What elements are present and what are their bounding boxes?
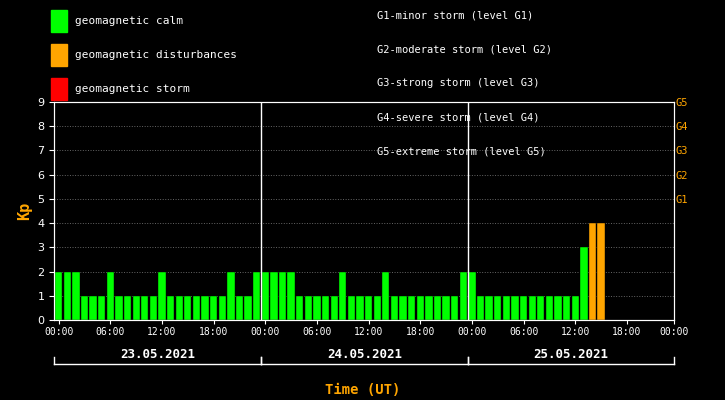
Bar	[348, 296, 355, 320]
Bar	[339, 272, 347, 320]
Bar	[296, 296, 303, 320]
Bar	[555, 296, 562, 320]
Bar	[210, 296, 217, 320]
Bar	[434, 296, 441, 320]
Bar	[270, 272, 278, 320]
Bar	[365, 296, 372, 320]
Bar	[89, 296, 96, 320]
Bar	[382, 272, 389, 320]
Text: G5-extreme storm (level G5): G5-extreme storm (level G5)	[377, 146, 546, 156]
Bar	[442, 296, 450, 320]
Bar	[72, 272, 80, 320]
Bar	[331, 296, 338, 320]
Bar	[107, 272, 114, 320]
Bar	[193, 296, 200, 320]
Bar	[175, 296, 183, 320]
Bar	[141, 296, 149, 320]
Bar	[124, 296, 131, 320]
Bar	[563, 296, 571, 320]
Bar	[115, 296, 123, 320]
Text: geomagnetic calm: geomagnetic calm	[75, 16, 183, 26]
Bar	[529, 296, 536, 320]
Bar	[133, 296, 140, 320]
Bar	[64, 272, 71, 320]
Bar	[279, 272, 286, 320]
Bar	[322, 296, 329, 320]
Bar	[494, 296, 502, 320]
Text: 24.05.2021: 24.05.2021	[327, 348, 402, 360]
Text: G3-strong storm (level G3): G3-strong storm (level G3)	[377, 78, 539, 88]
Bar	[244, 296, 252, 320]
Bar	[589, 223, 596, 320]
Text: 23.05.2021: 23.05.2021	[120, 348, 195, 360]
Text: 25.05.2021: 25.05.2021	[534, 348, 608, 360]
Bar	[167, 296, 174, 320]
Bar	[426, 296, 433, 320]
Bar	[236, 296, 243, 320]
Bar	[202, 296, 209, 320]
Text: geomagnetic disturbances: geomagnetic disturbances	[75, 50, 237, 60]
Bar	[417, 296, 424, 320]
Bar	[373, 296, 381, 320]
Bar	[537, 296, 544, 320]
Text: G2-moderate storm (level G2): G2-moderate storm (level G2)	[377, 44, 552, 54]
Bar	[184, 296, 191, 320]
Bar	[55, 272, 62, 320]
Bar	[546, 296, 553, 320]
Bar	[451, 296, 458, 320]
Text: Time (UT): Time (UT)	[325, 383, 400, 397]
Bar	[391, 296, 398, 320]
Bar	[580, 247, 587, 320]
Bar	[460, 272, 467, 320]
Bar	[357, 296, 364, 320]
Bar	[520, 296, 527, 320]
Text: G4-severe storm (level G4): G4-severe storm (level G4)	[377, 112, 539, 122]
Bar	[511, 296, 518, 320]
Bar	[597, 223, 605, 320]
Bar	[502, 296, 510, 320]
Bar	[468, 272, 476, 320]
Y-axis label: Kp: Kp	[17, 202, 32, 220]
Bar	[219, 296, 226, 320]
Text: G1-minor storm (level G1): G1-minor storm (level G1)	[377, 10, 534, 20]
Bar	[253, 272, 260, 320]
Bar	[571, 296, 579, 320]
Bar	[262, 272, 269, 320]
Bar	[158, 272, 165, 320]
Bar	[304, 296, 312, 320]
Bar	[313, 296, 320, 320]
Bar	[486, 296, 493, 320]
Bar	[81, 296, 88, 320]
Bar	[408, 296, 415, 320]
Bar	[227, 272, 234, 320]
Bar	[399, 296, 407, 320]
Bar	[150, 296, 157, 320]
Bar	[288, 272, 295, 320]
Bar	[98, 296, 105, 320]
Text: geomagnetic storm: geomagnetic storm	[75, 84, 190, 94]
Bar	[477, 296, 484, 320]
